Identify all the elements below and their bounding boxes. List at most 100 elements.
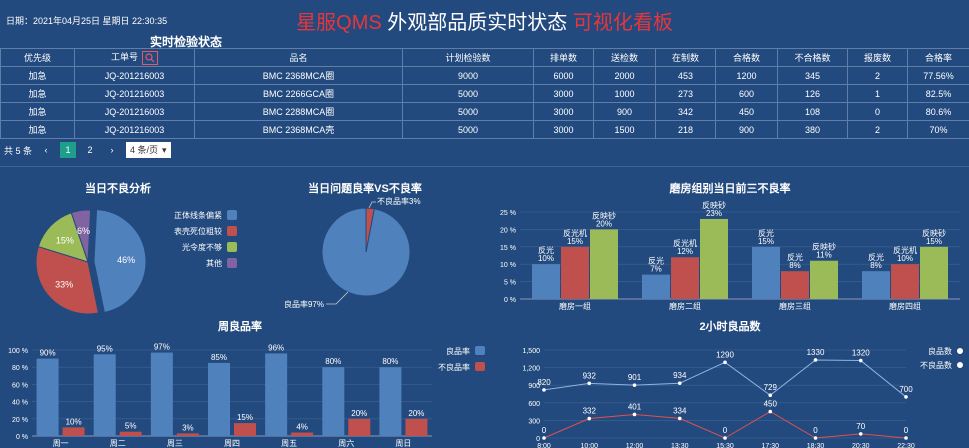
- bar: [920, 246, 948, 299]
- legend-swatch: [475, 362, 485, 371]
- table-cell: JQ-201216003: [74, 102, 195, 121]
- table-cell: 9000: [402, 66, 534, 85]
- col-header: 送检数: [593, 48, 656, 67]
- table-cell: 218: [655, 120, 716, 139]
- bar: [532, 264, 560, 299]
- page-size-select[interactable]: 4 条/页 ▾: [126, 142, 171, 158]
- bar-value-label: 80%: [382, 357, 398, 366]
- bar: [752, 246, 780, 299]
- table-cell: 342: [655, 102, 716, 121]
- bar-category-label: 反映砂: [812, 242, 836, 252]
- data-point: [632, 412, 637, 417]
- table-cell: 5000: [402, 120, 534, 139]
- bar-category-label: 反光: [868, 252, 884, 262]
- bar: [208, 362, 230, 436]
- legend-swatch: [227, 242, 237, 252]
- bar: [700, 218, 728, 299]
- table-cell: 加急: [0, 66, 75, 85]
- bar-value-label: 90%: [40, 349, 56, 358]
- data-label: 70: [856, 422, 865, 431]
- table-cell: 6000: [533, 66, 594, 85]
- legend-swatch: [227, 226, 237, 236]
- x-tick-label: 8:00: [537, 443, 551, 448]
- table-cell: 1: [847, 84, 908, 103]
- col-header: 不合格数: [777, 48, 848, 67]
- col-header: 优先级: [0, 48, 75, 67]
- y-tick-label: 1,200: [522, 366, 540, 373]
- y-tick-label: 15 %: [500, 245, 516, 252]
- chart-title: 周良品率: [218, 319, 262, 333]
- pie-slice-label: 6%: [77, 226, 90, 236]
- y-tick-label: 900: [528, 383, 540, 390]
- pie-slice: [35, 245, 99, 315]
- table-cell: 70%: [907, 120, 969, 139]
- legend-label: 表壳死位粗较: [174, 226, 222, 236]
- page-1-button[interactable]: 1: [60, 142, 77, 158]
- search-icon[interactable]: [142, 50, 158, 65]
- bar-value-label: 15%: [237, 413, 253, 422]
- data-point: [587, 381, 592, 386]
- legend-swatch: [227, 210, 237, 220]
- table-cell: 380: [777, 120, 848, 139]
- page-2-button[interactable]: 2: [87, 145, 93, 155]
- chart-title: 当日问题良率VS不良率: [308, 181, 422, 195]
- table-cell: BMC 2266GCA圈: [194, 84, 403, 103]
- bar-category-label: 反映砂: [702, 200, 726, 210]
- x-tick-label: 17:30: [761, 443, 779, 448]
- pie-slice: [37, 212, 89, 263]
- x-tick-label: 磨房四组: [889, 301, 921, 311]
- table-cell: 900: [715, 120, 778, 139]
- bar: [62, 427, 85, 436]
- data-point: [632, 383, 637, 387]
- bar-category-label: 反光机: [673, 238, 697, 248]
- bar-value-label: 11%: [816, 251, 831, 260]
- divider: [0, 166, 969, 167]
- data-point: [768, 409, 773, 414]
- table-cell: 82.5%: [907, 84, 969, 103]
- bar: [862, 271, 890, 299]
- pie-slice-label: 46%: [117, 255, 135, 265]
- next-page-button[interactable]: ›: [110, 145, 114, 155]
- chart-title: 磨房组别当日前三不良率: [669, 181, 791, 195]
- table-cell: 1500: [593, 120, 656, 139]
- bar: [590, 229, 618, 299]
- bar-value-label: 3%: [182, 423, 194, 432]
- data-label: 932: [583, 371, 597, 380]
- table-cell: 453: [655, 66, 716, 85]
- table-cell: 600: [715, 84, 778, 103]
- prev-page-button[interactable]: ‹: [44, 145, 48, 155]
- chevron-down-icon: ▾: [162, 145, 167, 155]
- bar: [93, 354, 116, 436]
- bar: [671, 257, 699, 299]
- table-header-row: 优先级 工单号 品名 计划检验数 排单数 送检数 在制数 合格数 不合格数 报废…: [0, 48, 969, 67]
- y-tick-label: 25 %: [500, 210, 516, 217]
- legend-label: 不良品率: [438, 362, 470, 372]
- data-label: 0: [813, 426, 818, 435]
- bar: [291, 432, 314, 436]
- pie-slice-label: 良品率97%: [284, 299, 324, 309]
- title-suffix: 可视化看板: [572, 12, 673, 34]
- x-tick-label: 磨房一组: [559, 301, 591, 311]
- data-label: 1330: [807, 348, 825, 357]
- x-tick-label: 周三: [167, 439, 183, 448]
- series-line: [543, 359, 907, 398]
- inspection-table-title: 实时检验状态: [150, 35, 223, 49]
- table-cell: 加急: [0, 102, 75, 121]
- bar-value-label: 20%: [596, 219, 612, 228]
- legend-swatch: [227, 258, 237, 268]
- data-label: 934: [673, 371, 687, 380]
- legend-label: 良品率: [446, 346, 470, 356]
- table-cell: 77.56%: [907, 66, 969, 85]
- x-tick-label: 12:00: [626, 443, 644, 448]
- table-cell: 80.6%: [907, 102, 969, 121]
- x-tick-label: 20:30: [852, 443, 870, 448]
- legend-label: 良品数: [928, 346, 952, 356]
- table-cell: 345: [777, 66, 848, 85]
- pie-slice: [365, 207, 375, 253]
- data-point: [768, 393, 773, 398]
- x-tick-label: 周二: [110, 439, 126, 448]
- bar: [119, 431, 142, 436]
- pagination: 共 5 条 ‹ 1 2 › 4 条/页 ▾: [4, 142, 171, 158]
- bar: [810, 260, 838, 299]
- data-point: [723, 436, 727, 440]
